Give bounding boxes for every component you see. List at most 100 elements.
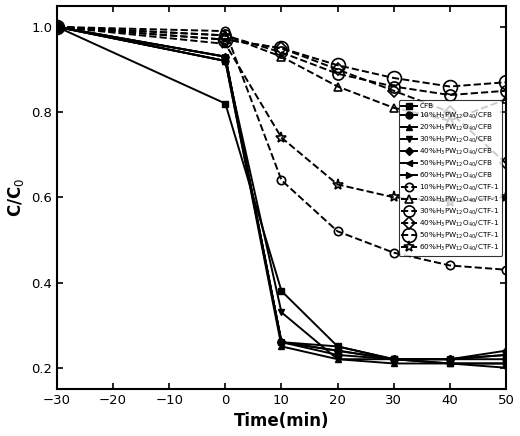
Line: 60%H$_3$PW$_{12}$O$_{40}$/CFB: 60%H$_3$PW$_{12}$O$_{40}$/CFB (54, 24, 510, 363)
10%H$_3$PW$_{12}$O$_{40}$/CFB (503, 357, 509, 362)
40%H$_3$PW$_{12}$O$_{40}$/CTF-1 (447, 109, 453, 115)
Line: 60%H$_3$PW$_{12}$O$_{40}$/CTF-1: 60%H$_3$PW$_{12}$O$_{40}$/CTF-1 (51, 21, 512, 207)
40%H$_3$PW$_{12}$O$_{40}$/CTF-1 (391, 88, 397, 93)
20%H$_3$PW$_{12}$O$_{40}$/CFB (503, 361, 509, 366)
CFB (334, 344, 341, 349)
50%H$_3$PW$_{12}$O$_{40}$/CFB (447, 357, 453, 362)
Line: 10%H$_3$PW$_{12}$O$_{40}$/CFB: 10%H$_3$PW$_{12}$O$_{40}$/CFB (54, 24, 510, 363)
60%H$_3$PW$_{12}$O$_{40}$/CFB (503, 352, 509, 358)
30%H$_3$PW$_{12}$O$_{40}$/CFB (447, 361, 453, 366)
30%H$_3$PW$_{12}$O$_{40}$/CTF-1 (391, 84, 397, 89)
Line: 30%H$_3$PW$_{12}$O$_{40}$/CFB: 30%H$_3$PW$_{12}$O$_{40}$/CFB (54, 24, 510, 371)
40%H$_3$PW$_{12}$O$_{40}$/CFB (503, 348, 509, 353)
60%H$_3$PW$_{12}$O$_{40}$/CFB (278, 340, 284, 345)
50%H$_3$PW$_{12}$O$_{40}$/CFB (503, 352, 509, 358)
60%H$_3$PW$_{12}$O$_{40}$/CTF-1 (222, 41, 228, 47)
60%H$_3$PW$_{12}$O$_{40}$/CFB (54, 24, 60, 30)
60%H$_3$PW$_{12}$O$_{40}$/CFB (222, 54, 228, 59)
Line: 20%H$_3$PW$_{12}$O$_{40}$/CTF-1: 20%H$_3$PW$_{12}$O$_{40}$/CTF-1 (53, 23, 510, 125)
20%H$_3$PW$_{12}$O$_{40}$/CFB (447, 361, 453, 366)
20%H$_3$PW$_{12}$O$_{40}$/CFB (222, 58, 228, 64)
60%H$_3$PW$_{12}$O$_{40}$/CTF-1 (54, 24, 60, 30)
10%H$_3$PW$_{12}$O$_{40}$/CTF-1 (503, 267, 509, 272)
10%H$_3$PW$_{12}$O$_{40}$/CTF-1 (391, 250, 397, 255)
Line: 20%H$_3$PW$_{12}$O$_{40}$/CFB: 20%H$_3$PW$_{12}$O$_{40}$/CFB (54, 24, 510, 367)
50%H$_3$PW$_{12}$O$_{40}$/CFB (54, 24, 60, 30)
Line: CFB: CFB (54, 24, 510, 367)
20%H$_3$PW$_{12}$O$_{40}$/CFB (54, 24, 60, 30)
20%H$_3$PW$_{12}$O$_{40}$/CTF-1 (391, 105, 397, 110)
10%H$_3$PW$_{12}$O$_{40}$/CFB (54, 24, 60, 30)
60%H$_3$PW$_{12}$O$_{40}$/CFB (391, 357, 397, 362)
60%H$_3$PW$_{12}$O$_{40}$/CTF-1 (278, 135, 284, 140)
50%H$_3$PW$_{12}$O$_{40}$/CTF-1 (54, 24, 60, 30)
20%H$_3$PW$_{12}$O$_{40}$/CFB (334, 357, 341, 362)
30%H$_3$PW$_{12}$O$_{40}$/CTF-1 (222, 33, 228, 38)
20%H$_3$PW$_{12}$O$_{40}$/CTF-1 (222, 33, 228, 38)
30%H$_3$PW$_{12}$O$_{40}$/CTF-1 (278, 50, 284, 55)
30%H$_3$PW$_{12}$O$_{40}$/CFB (54, 24, 60, 30)
50%H$_3$PW$_{12}$O$_{40}$/CTF-1 (447, 84, 453, 89)
CFB (278, 288, 284, 293)
40%H$_3$PW$_{12}$O$_{40}$/CFB (278, 340, 284, 345)
Legend: CFB, 10%H$_3$PW$_{12}$O$_{40}$/CFB, 20%H$_3$PW$_{12}$O$_{40}$/CFB, 30%H$_3$PW$_{: CFB, 10%H$_3$PW$_{12}$O$_{40}$/CFB, 20%H… (399, 100, 502, 256)
60%H$_3$PW$_{12}$O$_{40}$/CFB (447, 357, 453, 362)
30%H$_3$PW$_{12}$O$_{40}$/CTF-1 (334, 71, 341, 76)
10%H$_3$PW$_{12}$O$_{40}$/CFB (222, 58, 228, 64)
10%H$_3$PW$_{12}$O$_{40}$/CTF-1 (447, 263, 453, 268)
40%H$_3$PW$_{12}$O$_{40}$/CFB (54, 24, 60, 30)
CFB (222, 101, 228, 106)
10%H$_3$PW$_{12}$O$_{40}$/CFB (447, 357, 453, 362)
30%H$_3$PW$_{12}$O$_{40}$/CFB (278, 310, 284, 315)
50%H$_3$PW$_{12}$O$_{40}$/CFB (391, 357, 397, 362)
30%H$_3$PW$_{12}$O$_{40}$/CFB (334, 357, 341, 362)
40%H$_3$PW$_{12}$O$_{40}$/CFB (391, 357, 397, 362)
Line: 30%H$_3$PW$_{12}$O$_{40}$/CTF-1: 30%H$_3$PW$_{12}$O$_{40}$/CTF-1 (51, 21, 512, 101)
Line: 10%H$_3$PW$_{12}$O$_{40}$/CTF-1: 10%H$_3$PW$_{12}$O$_{40}$/CTF-1 (53, 23, 510, 274)
50%H$_3$PW$_{12}$O$_{40}$/CTF-1 (222, 37, 228, 42)
60%H$_3$PW$_{12}$O$_{40}$/CFB (334, 344, 341, 349)
20%H$_3$PW$_{12}$O$_{40}$/CFB (391, 361, 397, 366)
50%H$_3$PW$_{12}$O$_{40}$/CTF-1 (334, 63, 341, 68)
CFB (391, 357, 397, 362)
X-axis label: Time(min): Time(min) (233, 412, 329, 430)
40%H$_3$PW$_{12}$O$_{40}$/CFB (334, 348, 341, 353)
60%H$_3$PW$_{12}$O$_{40}$/CTF-1 (447, 199, 453, 204)
20%H$_3$PW$_{12}$O$_{40}$/CTF-1 (54, 24, 60, 30)
40%H$_3$PW$_{12}$O$_{40}$/CTF-1 (503, 160, 509, 166)
Line: 50%H$_3$PW$_{12}$O$_{40}$/CFB: 50%H$_3$PW$_{12}$O$_{40}$/CFB (54, 24, 510, 363)
CFB (54, 24, 60, 30)
50%H$_3$PW$_{12}$O$_{40}$/CTF-1 (503, 80, 509, 85)
Line: 50%H$_3$PW$_{12}$O$_{40}$/CTF-1: 50%H$_3$PW$_{12}$O$_{40}$/CTF-1 (50, 20, 513, 93)
60%H$_3$PW$_{12}$O$_{40}$/CTF-1 (391, 195, 397, 200)
30%H$_3$PW$_{12}$O$_{40}$/CTF-1 (54, 24, 60, 30)
20%H$_3$PW$_{12}$O$_{40}$/CFB (278, 344, 284, 349)
CFB (447, 361, 453, 366)
50%H$_3$PW$_{12}$O$_{40}$/CFB (222, 54, 228, 59)
30%H$_3$PW$_{12}$O$_{40}$/CTF-1 (447, 92, 453, 98)
10%H$_3$PW$_{12}$O$_{40}$/CFB (391, 357, 397, 362)
60%H$_3$PW$_{12}$O$_{40}$/CTF-1 (334, 182, 341, 187)
40%H$_3$PW$_{12}$O$_{40}$/CFB (447, 357, 453, 362)
30%H$_3$PW$_{12}$O$_{40}$/CFB (503, 365, 509, 370)
50%H$_3$PW$_{12}$O$_{40}$/CFB (334, 348, 341, 353)
Line: 40%H$_3$PW$_{12}$O$_{40}$/CTF-1: 40%H$_3$PW$_{12}$O$_{40}$/CTF-1 (53, 23, 510, 167)
60%H$_3$PW$_{12}$O$_{40}$/CTF-1 (503, 195, 509, 200)
Line: 40%H$_3$PW$_{12}$O$_{40}$/CFB: 40%H$_3$PW$_{12}$O$_{40}$/CFB (54, 24, 509, 362)
10%H$_3$PW$_{12}$O$_{40}$/CFB (278, 340, 284, 345)
30%H$_3$PW$_{12}$O$_{40}$/CTF-1 (503, 88, 509, 93)
20%H$_3$PW$_{12}$O$_{40}$/CTF-1 (334, 84, 341, 89)
40%H$_3$PW$_{12}$O$_{40}$/CTF-1 (222, 37, 228, 42)
30%H$_3$PW$_{12}$O$_{40}$/CFB (222, 58, 228, 64)
10%H$_3$PW$_{12}$O$_{40}$/CTF-1 (278, 177, 284, 183)
10%H$_3$PW$_{12}$O$_{40}$/CTF-1 (222, 28, 228, 34)
20%H$_3$PW$_{12}$O$_{40}$/CTF-1 (503, 97, 509, 102)
40%H$_3$PW$_{12}$O$_{40}$/CTF-1 (54, 24, 60, 30)
Y-axis label: C/C$_0$: C/C$_0$ (6, 177, 25, 217)
10%H$_3$PW$_{12}$O$_{40}$/CTF-1 (334, 229, 341, 234)
40%H$_3$PW$_{12}$O$_{40}$/CFB (222, 54, 228, 59)
50%H$_3$PW$_{12}$O$_{40}$/CTF-1 (391, 75, 397, 81)
50%H$_3$PW$_{12}$O$_{40}$/CFB (278, 340, 284, 345)
40%H$_3$PW$_{12}$O$_{40}$/CTF-1 (334, 67, 341, 72)
10%H$_3$PW$_{12}$O$_{40}$/CFB (334, 352, 341, 358)
